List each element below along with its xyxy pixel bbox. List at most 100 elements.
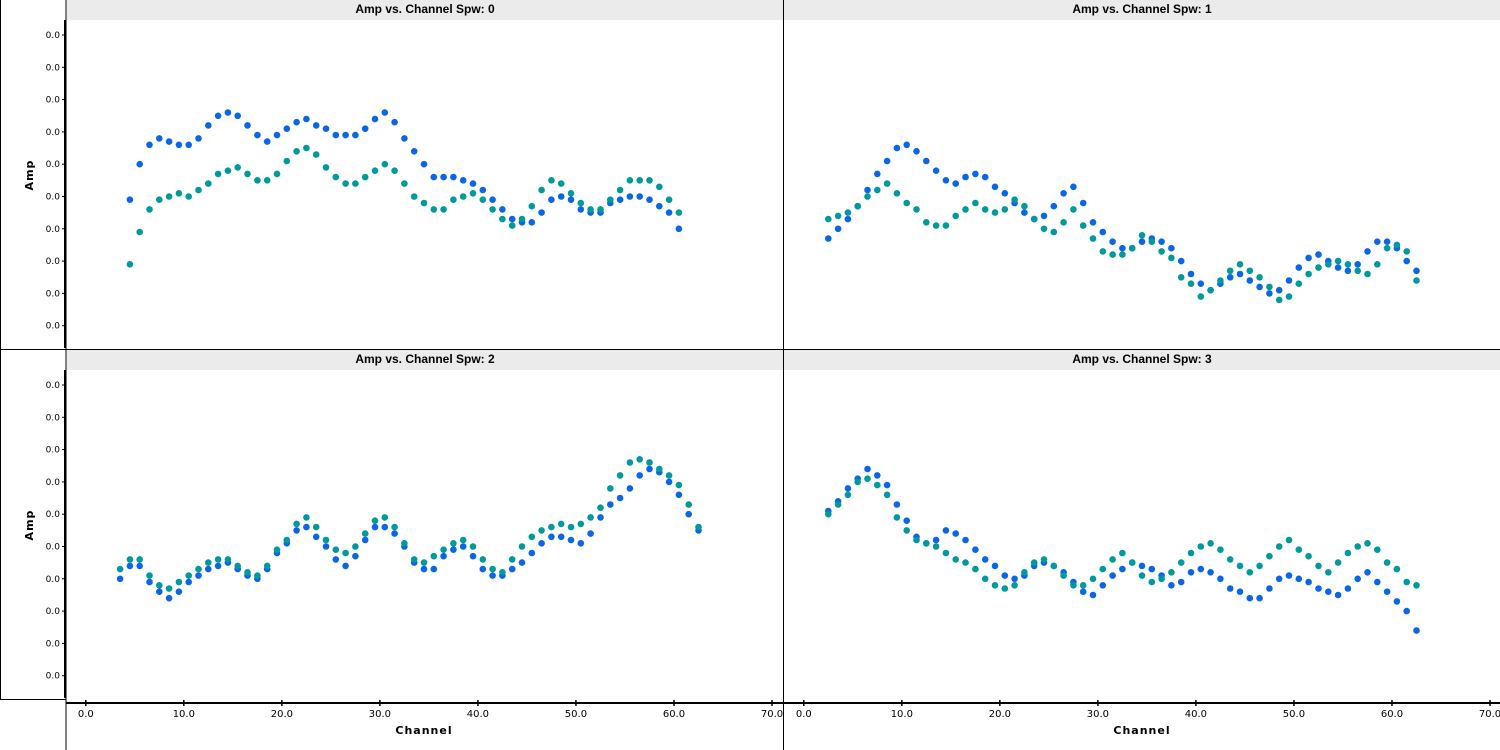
data-point	[1383, 588, 1391, 595]
data-point	[332, 131, 340, 139]
data-point	[1187, 549, 1195, 557]
data-point	[175, 588, 183, 595]
x-tick-label: 10.0	[173, 709, 195, 720]
data-point	[1001, 190, 1009, 197]
data-point	[903, 141, 910, 149]
data-point	[1246, 277, 1254, 284]
data-point	[440, 206, 447, 213]
data-point	[1334, 257, 1342, 265]
data-point	[1197, 543, 1205, 550]
data-point	[214, 562, 222, 570]
data-point	[430, 552, 438, 560]
data-point	[972, 199, 979, 207]
data-point	[1334, 591, 1342, 599]
data-point	[1354, 543, 1361, 550]
data-point	[1305, 270, 1312, 278]
data-point	[1315, 562, 1322, 570]
data-point	[381, 160, 389, 168]
data-point	[508, 565, 516, 573]
data-point	[548, 523, 555, 531]
data-point	[489, 565, 496, 573]
data-point	[1109, 251, 1116, 258]
data-point	[616, 472, 624, 479]
data-point	[1168, 244, 1175, 252]
data-point	[646, 465, 653, 473]
y-tick-label: 0.0	[46, 413, 61, 423]
data-point	[1177, 559, 1185, 566]
data-point	[244, 170, 251, 178]
data-point	[391, 118, 398, 126]
data-point	[479, 196, 487, 203]
data-point	[1266, 552, 1273, 560]
data-point	[1050, 202, 1058, 210]
data-point	[1383, 238, 1391, 245]
data-point	[126, 556, 134, 563]
x-tick-label: 40.0	[467, 709, 489, 720]
data-point	[1021, 569, 1028, 576]
data-point	[844, 491, 852, 499]
data-point	[136, 228, 143, 236]
data-point	[577, 540, 585, 547]
chart-title: Amp vs. Channel Spw: 3	[1072, 352, 1212, 366]
data-point	[352, 180, 359, 187]
data-point	[244, 569, 251, 576]
data-point	[1128, 559, 1136, 566]
data-point	[1364, 248, 1371, 255]
series-1	[825, 180, 1420, 304]
chart-panel-2: Amp vs. Channel Spw: 2 0.0 0.0 0.0 0.0 0.0 0.0…	[23, 350, 783, 737]
data-point	[597, 514, 604, 521]
data-point	[508, 556, 516, 563]
data-point	[165, 138, 173, 145]
data-point	[1119, 565, 1126, 573]
data-point	[597, 206, 604, 213]
data-point	[942, 177, 950, 184]
data-point	[656, 202, 663, 210]
data-point	[116, 565, 124, 573]
y-tick-label: 0.0	[46, 289, 61, 299]
x-tick-label: 50.0	[1283, 709, 1305, 720]
data-point	[587, 206, 594, 213]
data-point	[165, 193, 173, 200]
x-axis-label: Channel	[395, 724, 452, 737]
data-point	[410, 193, 418, 200]
x-tick-label: 20.0	[271, 709, 293, 720]
data-point	[273, 170, 281, 178]
data-point	[607, 485, 614, 492]
data-point	[844, 209, 852, 216]
data-point	[283, 125, 291, 132]
data-point	[825, 510, 832, 518]
data-point	[991, 183, 999, 191]
data-point	[1030, 215, 1038, 223]
data-point	[381, 109, 389, 116]
data-point	[303, 514, 310, 521]
data-point	[1168, 569, 1175, 576]
data-point	[1138, 238, 1146, 245]
data-point	[1413, 627, 1420, 634]
data-point	[607, 501, 614, 508]
y-tick-label: 0.0	[46, 510, 61, 520]
data-point	[1354, 261, 1361, 268]
data-point	[1119, 244, 1126, 252]
data-point	[1315, 264, 1322, 271]
title-bar	[67, 0, 783, 20]
data-point	[420, 160, 428, 168]
series-0	[825, 141, 1420, 297]
data-point	[1070, 183, 1077, 191]
chart-panel-3: Amp vs. Channel Spw: 3 0.0 10.0 20.0 30.0 40.…	[784, 350, 1500, 737]
data-point	[1413, 582, 1420, 589]
data-point	[646, 177, 653, 184]
data-point	[1001, 572, 1009, 579]
data-point	[224, 556, 232, 563]
data-point	[1177, 274, 1185, 281]
data-point	[1089, 591, 1097, 599]
data-point	[303, 115, 310, 123]
data-point	[489, 572, 496, 579]
data-point	[165, 594, 173, 602]
data-point	[1079, 582, 1087, 589]
data-point	[342, 180, 349, 187]
data-point	[1138, 572, 1146, 579]
data-point	[371, 523, 379, 531]
data-point	[450, 540, 457, 547]
data-point	[528, 533, 536, 541]
data-point	[1148, 238, 1156, 245]
